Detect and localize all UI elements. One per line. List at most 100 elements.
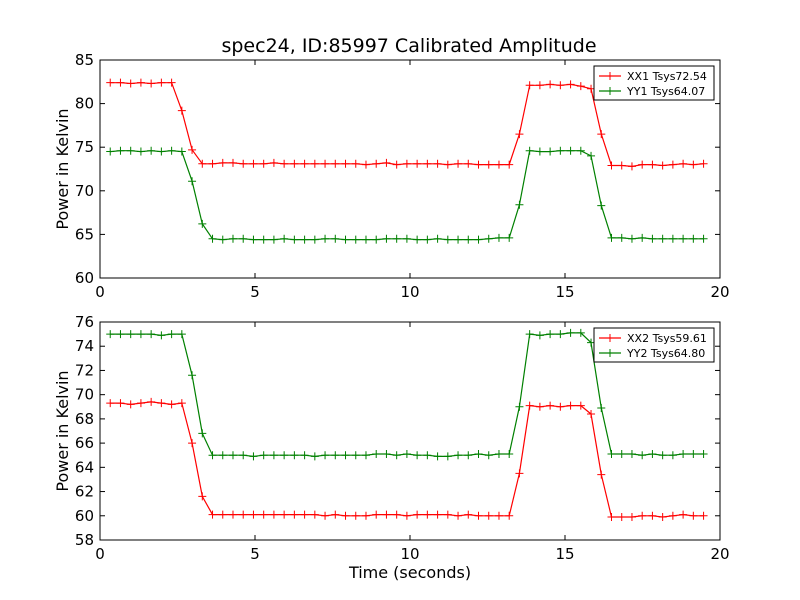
data-point: [269, 510, 278, 519]
data-point: [515, 469, 524, 478]
data-point: [484, 451, 493, 460]
data-point: [239, 234, 248, 243]
data-point: [269, 158, 278, 167]
data-point: [300, 235, 309, 244]
data-point: [300, 451, 309, 460]
data-point: [494, 160, 503, 169]
data-point: [382, 510, 391, 519]
data-point: [494, 233, 503, 242]
data-point: [177, 399, 186, 408]
data-point: [218, 235, 227, 244]
data-point: [679, 510, 688, 519]
data-point: [515, 402, 524, 411]
data-point: [269, 235, 278, 244]
data-point: [198, 159, 207, 168]
x-tick-label: 20: [710, 545, 729, 563]
y-tick-label: 70: [75, 386, 94, 404]
data-point: [321, 234, 330, 243]
data-point: [372, 235, 381, 244]
y-tick-label: 60: [75, 507, 94, 525]
data-point: [208, 159, 217, 168]
data-point: [218, 510, 227, 519]
x-tick-label: 0: [95, 545, 105, 563]
x-tick-label: 20: [710, 283, 729, 301]
data-point: [239, 451, 248, 460]
data-point: [454, 451, 463, 460]
data-point: [341, 235, 350, 244]
data-point: [617, 512, 626, 521]
data-point: [351, 451, 360, 460]
data-point: [617, 450, 626, 459]
data-point: [136, 399, 145, 408]
data-point: [474, 511, 483, 520]
data-point: [167, 146, 176, 155]
y-tick-label: 75: [75, 138, 94, 156]
data-point: [607, 233, 616, 242]
data-point: [566, 328, 575, 337]
x-tick-label: 10: [400, 283, 419, 301]
data-point: [638, 511, 647, 520]
y-axis-label: Power in Kelvin: [53, 108, 72, 229]
data-point: [188, 177, 197, 186]
data-point: [556, 402, 565, 411]
data-point: [556, 146, 565, 155]
data-point: [321, 451, 330, 460]
y-tick-label: 80: [75, 95, 94, 113]
data-point: [679, 450, 688, 459]
data-point: [443, 452, 452, 461]
data-point: [556, 81, 565, 90]
data-point: [228, 234, 237, 243]
data-point: [494, 450, 503, 459]
data-point: [546, 401, 555, 410]
data-point: [505, 450, 514, 459]
data-point: [208, 451, 217, 460]
data-point: [505, 160, 514, 169]
data-point: [392, 510, 401, 519]
data-point: [351, 511, 360, 520]
data-point: [423, 235, 432, 244]
subplot-1: 0 5 10 15 20 60 65 70 75 80 85 Power in Kelvin XX1 T…: [53, 51, 730, 301]
data-point: [331, 510, 340, 519]
legend: XX1 Tsys72.54 YY1 Tsys64.07: [593, 65, 715, 101]
data-point: [484, 160, 493, 169]
data-point: [331, 234, 340, 243]
data-point: [566, 80, 575, 89]
data-point: [177, 147, 186, 156]
data-point: [525, 146, 534, 155]
data-point: [464, 159, 473, 168]
data-point: [556, 330, 565, 339]
y-tick-label: 72: [75, 361, 94, 379]
data-point: [658, 161, 667, 170]
x-tick-label: 0: [95, 283, 105, 301]
data-point: [249, 235, 258, 244]
data-point: [658, 234, 667, 243]
data-point: [443, 510, 452, 519]
data-point: [627, 162, 636, 171]
y-tick-label: 62: [75, 483, 94, 501]
data-point: [116, 78, 125, 87]
data-point: [576, 146, 585, 155]
data-point: [218, 158, 227, 167]
legend-box: [593, 65, 715, 101]
data-point: [679, 234, 688, 243]
data-point: [668, 160, 677, 169]
data-point: [331, 451, 340, 460]
legend-box: [593, 327, 715, 363]
y-tick-label: 65: [75, 225, 94, 243]
data-point: [157, 399, 166, 408]
data-point: [535, 147, 544, 156]
data-point: [597, 470, 606, 479]
data-point: [535, 402, 544, 411]
legend-marker: [606, 334, 614, 342]
data-point: [310, 235, 319, 244]
data-point: [177, 330, 186, 339]
data-point: [627, 234, 636, 243]
x-tick-label: 5: [250, 283, 260, 301]
data-point: [372, 510, 381, 519]
data-point: [474, 450, 483, 459]
legend-marker: [606, 349, 614, 357]
data-point: [341, 451, 350, 460]
data-point: [321, 159, 330, 168]
data-point: [454, 159, 463, 168]
